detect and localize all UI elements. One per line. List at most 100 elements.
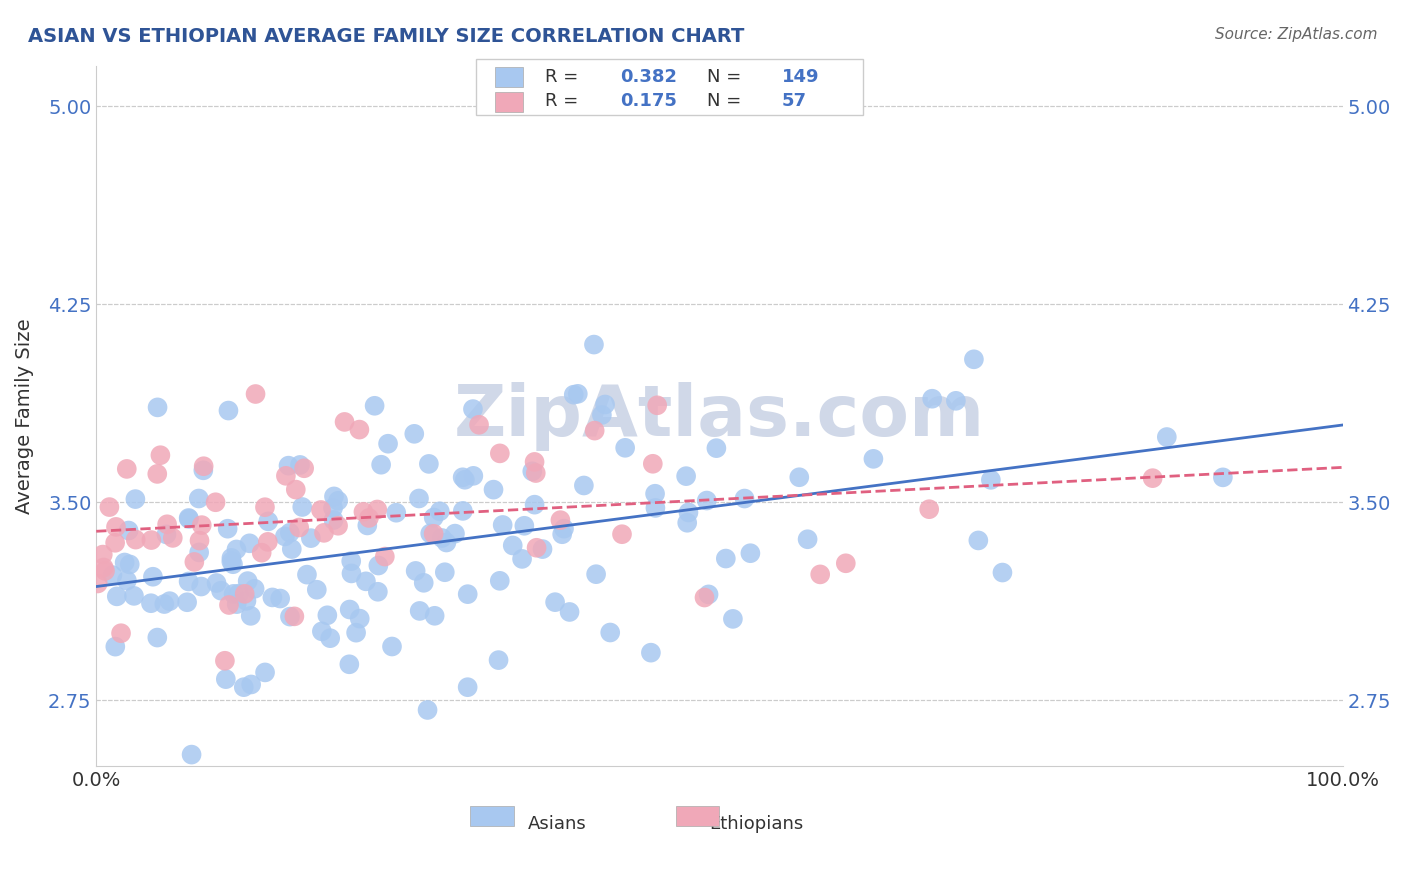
- FancyBboxPatch shape: [495, 68, 523, 87]
- Asians: [311, 624, 333, 639]
- Asians: [337, 657, 360, 672]
- Ethiopians: [326, 518, 349, 533]
- Asians: [367, 584, 389, 599]
- Ethiopians: [645, 398, 668, 412]
- Asians: [451, 504, 474, 518]
- Asians: [235, 594, 257, 608]
- Asians: [1212, 470, 1234, 484]
- Text: N =: N =: [707, 68, 747, 86]
- Asians: [640, 646, 662, 660]
- Asians: [146, 401, 169, 415]
- Ethiopians: [366, 502, 388, 516]
- Asians: [457, 587, 479, 601]
- Asians: [614, 441, 637, 455]
- Asians: [502, 539, 524, 553]
- Asians: [796, 533, 818, 547]
- Asians: [117, 524, 139, 538]
- Ethiopians: [125, 533, 148, 547]
- Ethiopians: [309, 503, 332, 517]
- Asians: [238, 536, 260, 550]
- Asians: [326, 493, 349, 508]
- Ethiopians: [104, 536, 127, 550]
- Asians: [461, 402, 484, 417]
- Ethiopians: [610, 527, 633, 541]
- FancyBboxPatch shape: [676, 806, 720, 826]
- Ethiopians: [93, 560, 115, 574]
- Asians: [176, 595, 198, 609]
- Asians: [678, 505, 700, 519]
- Asians: [344, 625, 367, 640]
- Asians: [522, 464, 544, 478]
- Ethiopians: [524, 466, 547, 480]
- Asians: [291, 500, 314, 514]
- Asians: [274, 529, 297, 543]
- Asians: [404, 426, 426, 441]
- FancyBboxPatch shape: [477, 60, 863, 115]
- Ethiopians: [641, 457, 664, 471]
- Ethiopians: [162, 531, 184, 545]
- Asians: [190, 580, 212, 594]
- Asians: [305, 582, 328, 597]
- Ethiopians: [374, 549, 396, 564]
- Asians: [945, 393, 967, 408]
- Asians: [349, 612, 371, 626]
- Ethiopians: [214, 654, 236, 668]
- Asians: [967, 533, 990, 548]
- Ethiopians: [115, 462, 138, 476]
- Asians: [367, 558, 389, 573]
- Asians: [124, 492, 146, 507]
- Asians: [582, 337, 605, 351]
- Asians: [217, 403, 239, 417]
- Ethiopians: [274, 468, 297, 483]
- Ethiopians: [349, 423, 371, 437]
- Asians: [544, 595, 567, 609]
- Ethiopians: [91, 548, 114, 562]
- Ethiopians: [693, 591, 716, 605]
- Ethiopians: [233, 587, 256, 601]
- Asians: [523, 498, 546, 512]
- Asians: [787, 470, 810, 484]
- Ethiopians: [292, 461, 315, 475]
- Asians: [980, 473, 1002, 487]
- Asians: [281, 542, 304, 557]
- Asians: [377, 436, 399, 450]
- Ethiopians: [312, 525, 335, 540]
- Asians: [177, 512, 200, 526]
- Asians: [278, 609, 301, 624]
- Asians: [225, 542, 247, 557]
- Asians: [553, 522, 575, 536]
- Text: Asians: Asians: [529, 815, 586, 833]
- Text: Ethiopians: Ethiopians: [710, 815, 804, 833]
- Asians: [188, 545, 211, 559]
- Asians: [240, 677, 263, 691]
- Asians: [356, 518, 378, 533]
- Asians: [488, 574, 510, 588]
- Asians: [513, 518, 536, 533]
- Asians: [101, 568, 124, 582]
- Asians: [963, 352, 986, 367]
- Asians: [697, 587, 720, 601]
- Asians: [444, 526, 467, 541]
- Asians: [676, 516, 699, 530]
- Asians: [146, 631, 169, 645]
- Asians: [418, 457, 440, 471]
- Asians: [593, 397, 616, 411]
- Asians: [316, 608, 339, 623]
- Ethiopians: [283, 609, 305, 624]
- Asians: [740, 546, 762, 560]
- Asians: [177, 574, 200, 589]
- Asians: [187, 491, 209, 506]
- Ethiopians: [191, 518, 214, 533]
- Ethiopians: [333, 415, 356, 429]
- Ethiopians: [193, 459, 215, 474]
- Asians: [405, 564, 427, 578]
- Asians: [288, 458, 311, 472]
- Ethiopians: [808, 567, 831, 582]
- Asians: [463, 468, 485, 483]
- Ethiopians: [253, 500, 276, 515]
- Asians: [567, 387, 589, 401]
- Ethiopians: [188, 533, 211, 548]
- Text: 149: 149: [782, 68, 820, 86]
- Asians: [322, 501, 344, 516]
- Ethiopians: [918, 502, 941, 516]
